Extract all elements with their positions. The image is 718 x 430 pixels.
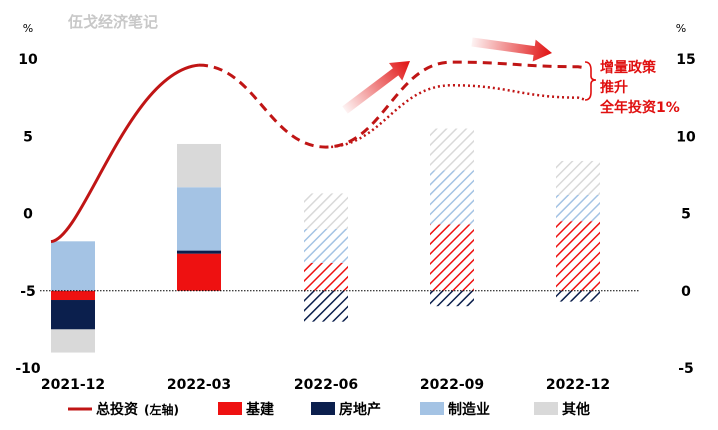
annotation-line-1: 增量政策 xyxy=(600,59,657,76)
bar-realestate xyxy=(51,300,95,330)
x-tick-label: 2022-09 xyxy=(420,377,484,393)
left-tick-label: 0 xyxy=(23,207,33,223)
annotation-brace xyxy=(584,61,597,101)
right-axis-ticks: 15 10 5 0 -5 xyxy=(676,52,696,377)
right-tick-label: 0 xyxy=(681,284,691,300)
right-tick-label: 10 xyxy=(676,129,696,145)
bar-infra xyxy=(430,224,474,291)
legend-line-label: 总投资 xyxy=(96,401,138,418)
bar-manufacturing xyxy=(177,187,221,251)
bar-other xyxy=(51,329,95,353)
bar-other xyxy=(430,128,474,171)
legend: 总投资 (左轴) 基建 房地产 制造业 其他 xyxy=(68,401,590,418)
bar-other xyxy=(177,143,221,188)
total-investment-line-forecast xyxy=(198,60,586,149)
annotation-line-3: 全年投资1% xyxy=(599,99,680,116)
left-tick-label: -10 xyxy=(15,361,41,377)
left-tick-label: 10 xyxy=(18,52,38,68)
bar-realestate xyxy=(304,290,348,322)
legend-label-infra: 基建 xyxy=(246,401,274,418)
right-axis-unit: % xyxy=(676,22,686,35)
bar-infra xyxy=(304,262,348,291)
x-tick-label: 2022-06 xyxy=(294,377,358,393)
right-tick-label: 5 xyxy=(681,207,691,223)
bar-infra xyxy=(51,290,95,301)
left-axis-unit: % xyxy=(23,22,33,35)
legend-swatch-infra xyxy=(218,402,242,415)
bar-manufacturing xyxy=(51,241,95,291)
bar-manufacturing xyxy=(430,170,474,225)
bar-realestate xyxy=(430,290,474,307)
legend-swatch-realestate xyxy=(311,402,335,415)
rising-arrow-2-shape xyxy=(471,37,552,62)
bar-infra xyxy=(556,221,600,291)
legend-label-manufacturing: 制造业 xyxy=(448,401,490,418)
left-axis-ticks: 10 5 0 -5 -10 xyxy=(15,52,41,377)
bar-realestate xyxy=(177,250,221,254)
x-tick-label: 2021-12 xyxy=(41,377,105,393)
rising-arrows xyxy=(342,37,552,114)
rising-arrow-1 xyxy=(342,61,410,114)
bar-manufacturing xyxy=(556,194,600,222)
bar-infra xyxy=(177,253,221,291)
right-tick-label: 15 xyxy=(676,52,695,68)
total-investment-lines xyxy=(50,60,586,244)
x-tick-label: 2022-03 xyxy=(167,377,231,393)
x-axis-labels: 2021-12 2022-03 2022-06 2022-09 2022-12 xyxy=(41,377,610,393)
left-tick-label: -5 xyxy=(20,284,36,300)
legend-label-realestate: 房地产 xyxy=(339,401,381,418)
legend-label-other: 其他 xyxy=(562,401,590,418)
annotation-line-2: 推升 xyxy=(600,79,628,96)
bar-manufacturing xyxy=(304,228,348,263)
bar-realestate xyxy=(556,290,600,302)
total-investment-line-actual xyxy=(50,63,200,244)
rising-arrow-2 xyxy=(471,37,552,62)
legend-swatch-other xyxy=(534,402,558,415)
stacked-bars xyxy=(51,128,600,353)
right-tick-label: -5 xyxy=(678,361,694,377)
bar-other xyxy=(556,160,600,195)
left-tick-label: 5 xyxy=(23,129,33,145)
rising-arrow-1-shape xyxy=(342,61,410,114)
bar-other xyxy=(304,193,348,229)
watermark-text: 伍戈经济笔记 xyxy=(67,13,158,31)
legend-line-suffix: (左轴) xyxy=(144,402,179,417)
legend-swatch-manufacturing xyxy=(420,402,444,415)
x-tick-label: 2022-12 xyxy=(546,377,610,393)
